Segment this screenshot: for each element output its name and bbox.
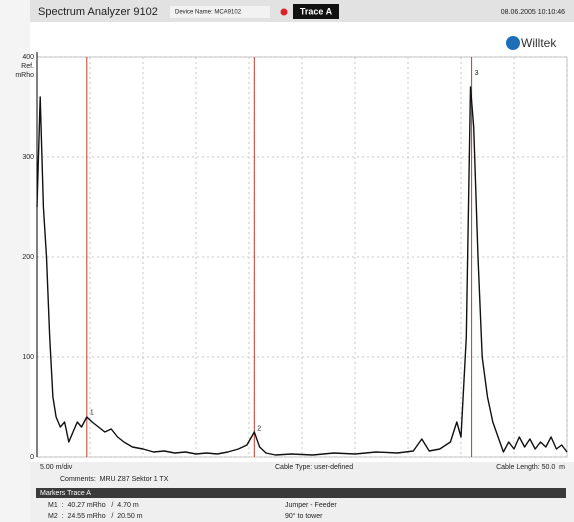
- logo-icon: [506, 36, 520, 50]
- title: Spectrum Analyzer 9102: [38, 6, 158, 18]
- marker-note: Jumper - Feeder: [285, 502, 337, 509]
- ref-label: Ref.: [21, 63, 34, 70]
- scale: 5.00 m/div: [40, 464, 73, 471]
- marker-row: M2 : 24.55 mRho / 20.50 m: [48, 513, 143, 520]
- y-tick-label: 100: [22, 354, 34, 361]
- device-box: [170, 6, 270, 18]
- trace-label: Trace A: [300, 6, 333, 16]
- y-unit: mRho: [15, 72, 34, 79]
- plot: 0 100 200 300 400 Ref. mRho 1 2 3: [15, 52, 568, 461]
- trace-indicator: [280, 8, 288, 16]
- markers-bar: [36, 488, 566, 498]
- marker-label: 1: [90, 410, 94, 417]
- datetime: 08.06.2005 10:10:46: [501, 9, 565, 16]
- marker-row: M1 : 40.27 mRho / 4.70 m: [48, 502, 139, 509]
- trace-box[interactable]: [293, 4, 339, 19]
- device-name: Device Name: MCA9102: [175, 10, 242, 16]
- y-tick-label: 300: [22, 154, 34, 161]
- comments: Comments: MRU Z87 Sektor 1 TX: [60, 476, 169, 483]
- y-tick-label: 200: [22, 254, 34, 261]
- y-tick-label: 400: [22, 54, 34, 61]
- marker-note: 90° to tower: [285, 512, 323, 520]
- trace: [36, 86, 568, 456]
- cable-type: Cable Type: user-defined: [275, 464, 353, 471]
- logo: Willtek: [521, 36, 557, 50]
- markers-title: Markers Trace A: [40, 490, 91, 497]
- cable-length: Cable Length: 50.0 m: [496, 464, 565, 471]
- y-tick-label: 0: [30, 454, 34, 461]
- marker-label: 3: [475, 70, 479, 77]
- marker-label: 2: [257, 425, 261, 432]
